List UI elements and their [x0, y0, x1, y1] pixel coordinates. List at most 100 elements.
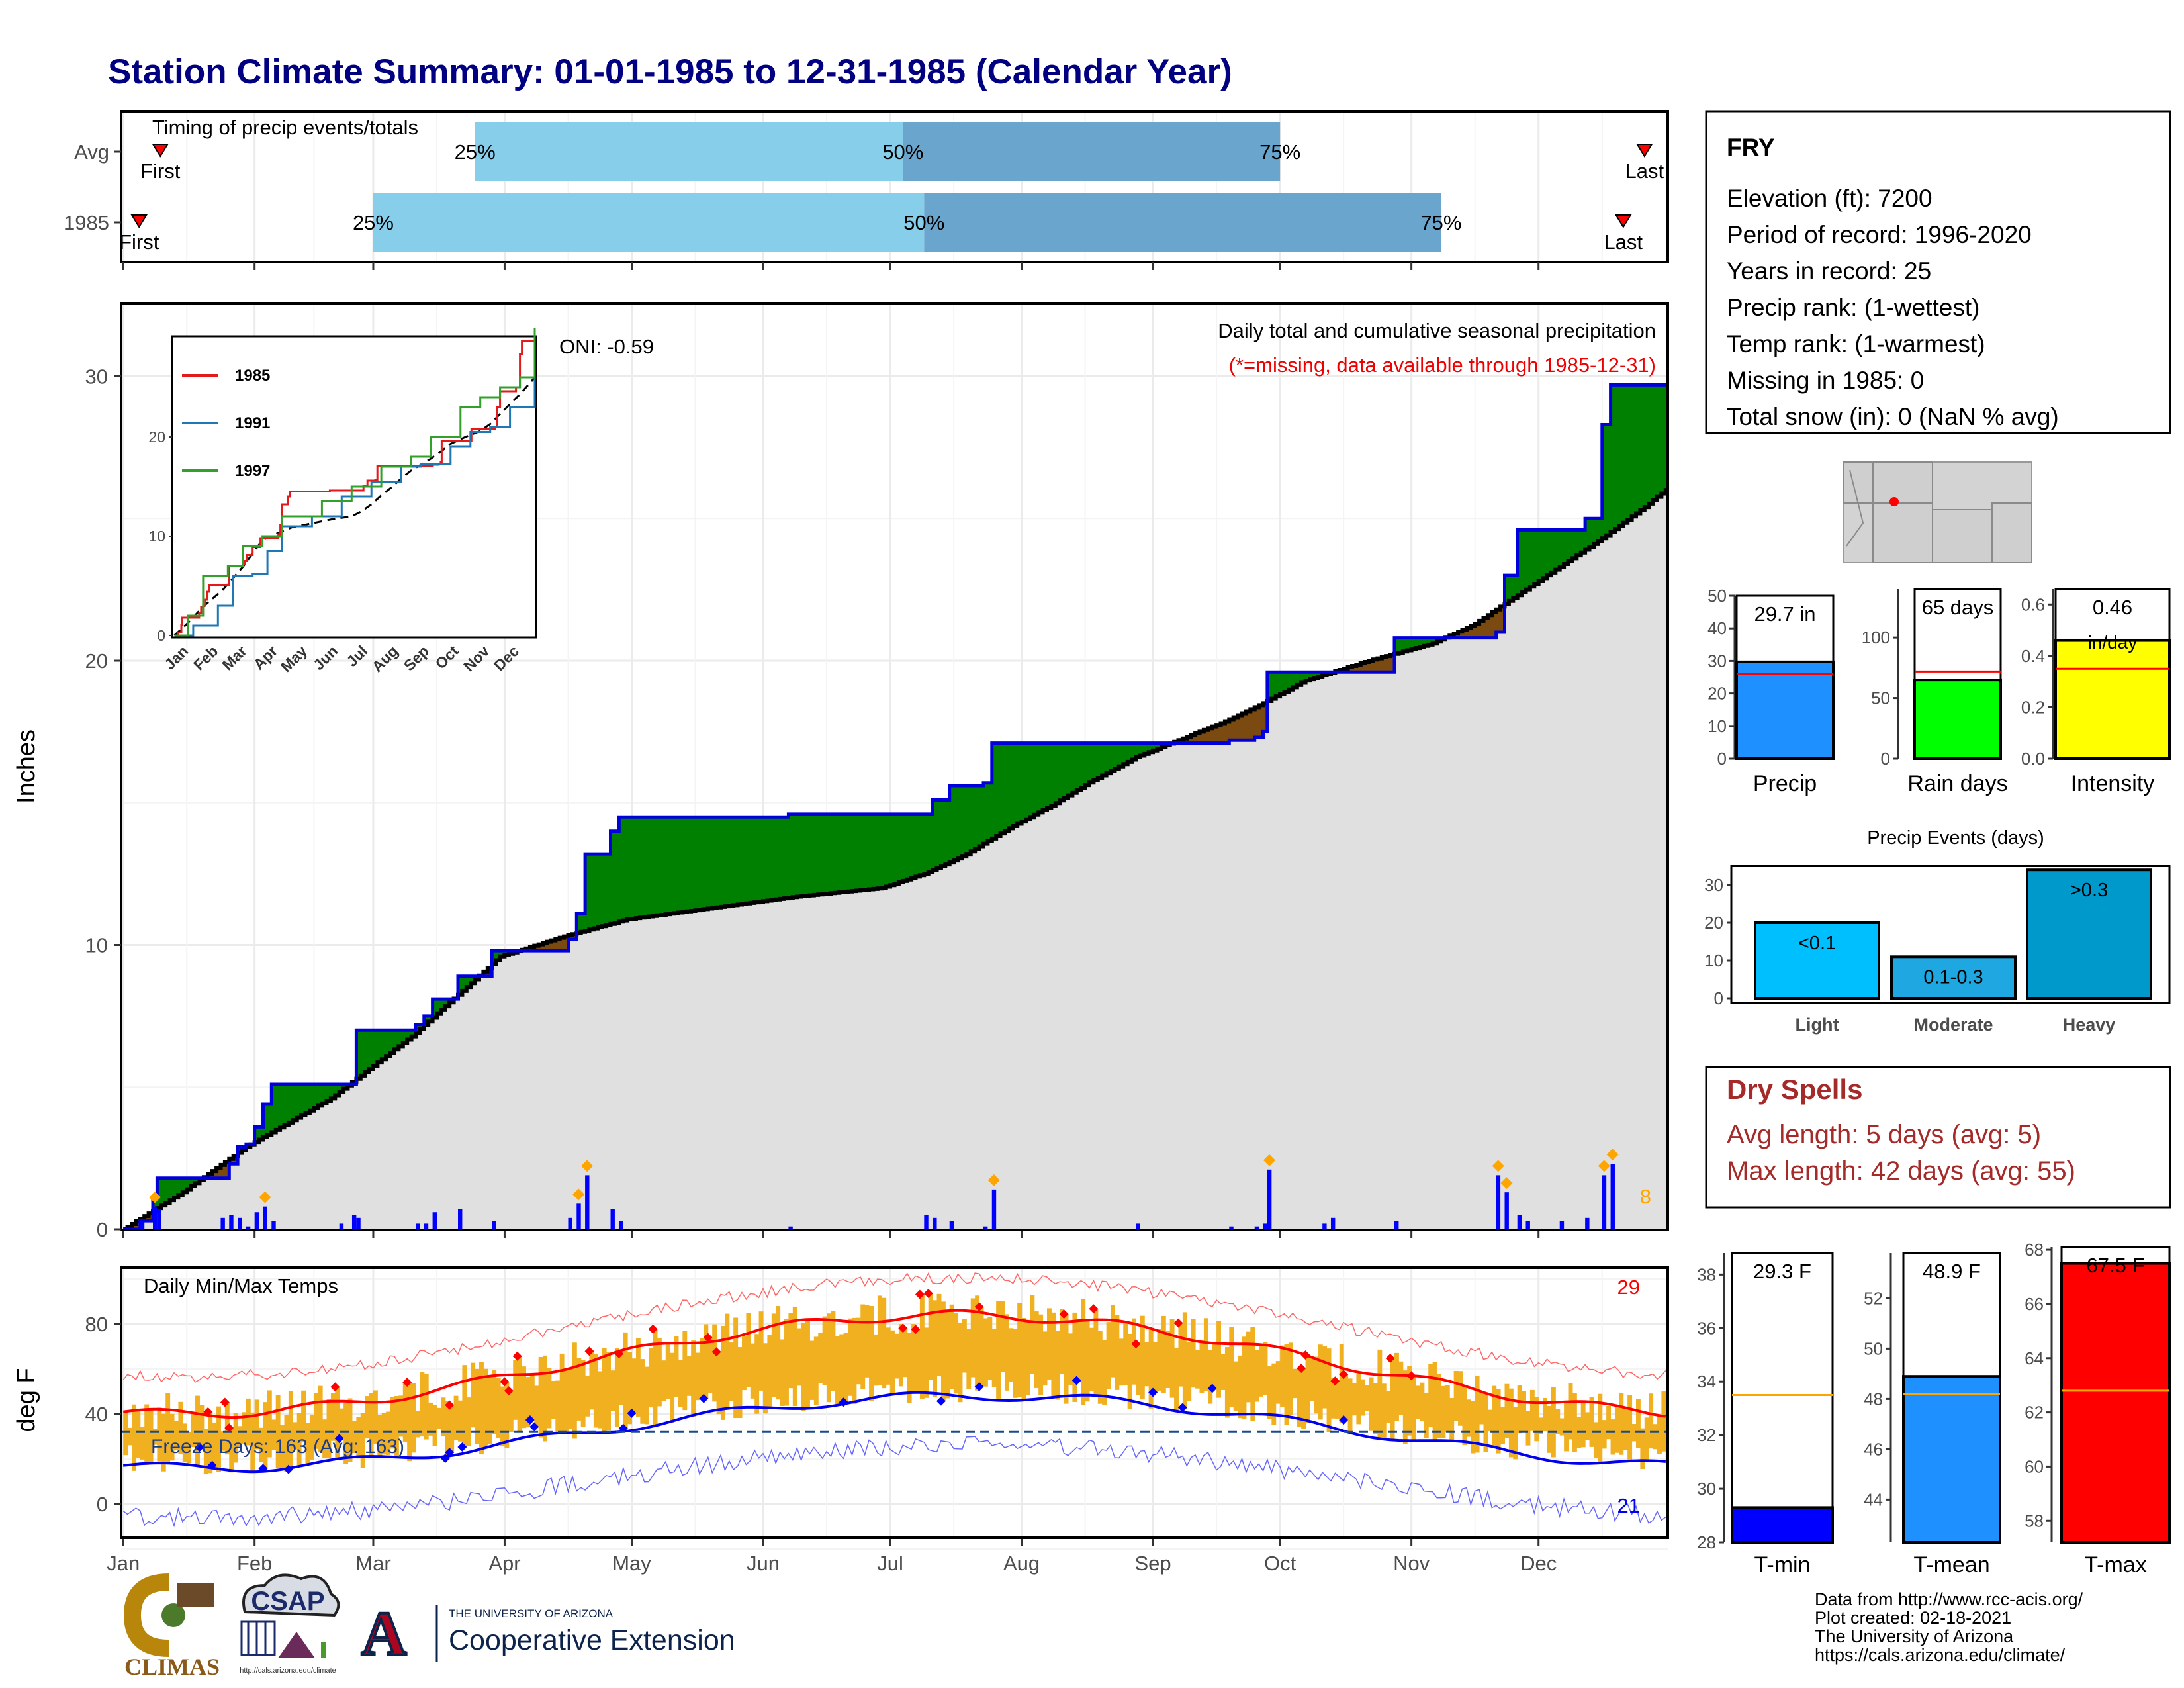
surplus-strip [877, 814, 882, 889]
daily-temp-bar [203, 1429, 208, 1474]
temperature-panel: 0 40 80 Daily Min/Max Temps deg F Freeze D… [13, 1266, 1669, 1575]
event-bar-heavy [2026, 868, 2152, 1000]
summary-tick: 0.4 [2021, 646, 2045, 666]
temp-value-text: 67.5 F [2087, 1254, 2145, 1277]
daily-temp-bar [1127, 1333, 1132, 1409]
deficit-strip [1199, 731, 1205, 743]
daily-temp-bar [356, 1417, 361, 1459]
daily-temp-bar [1529, 1389, 1535, 1431]
summary-chart-precip: 0 10 20 30 40 50 29.7 in Precip [1707, 586, 1835, 796]
daily-temp-bar [305, 1423, 310, 1466]
deficit-strip [1483, 618, 1488, 638]
daily-temp-bar [280, 1425, 285, 1468]
inset-y-tick: 20 [148, 428, 165, 445]
heavy-precip-marker [581, 1160, 594, 1172]
surplus-strip [377, 1030, 383, 1063]
daily-temp-bar [674, 1336, 679, 1397]
daily-temp-bar [1004, 1314, 1009, 1391]
deficit-strip [148, 1213, 154, 1221]
events-tick: 20 [1704, 913, 1723, 933]
daily-temp-bar [1301, 1368, 1306, 1429]
surplus-strip [809, 814, 815, 896]
surplus-strip [1034, 743, 1039, 815]
surplus-strip [898, 814, 903, 883]
surplus-strip [720, 817, 725, 907]
deficit-strip [487, 968, 492, 976]
daily-temp-bar [437, 1407, 441, 1429]
daily-temp-bar [1140, 1315, 1145, 1400]
daily-temp-bar [1280, 1345, 1285, 1407]
record-high-marker [1339, 1370, 1349, 1380]
surplus-strip [678, 817, 683, 913]
daily-temp-bar [661, 1360, 666, 1401]
surplus-strip [360, 1030, 365, 1076]
timing-last-marker [1614, 214, 1632, 228]
daily-temp-bar [733, 1317, 739, 1419]
daily-temp-bar [792, 1307, 797, 1407]
surplus-strip [1614, 385, 1619, 530]
surplus-strip [716, 817, 721, 908]
daily-temp-bar [1640, 1428, 1645, 1469]
daily-temp-bar [606, 1352, 612, 1431]
timing-first-marker [130, 214, 148, 228]
daily-temp-bar [301, 1390, 306, 1442]
daily-temp-bar [144, 1404, 150, 1465]
deficit-strip [136, 1221, 141, 1229]
surplus-strip [924, 814, 929, 874]
daily-precip-bar [140, 1221, 145, 1229]
surplus-strip [695, 817, 700, 911]
deficit-strip [233, 1156, 238, 1164]
temp-chart-tick: 52 [1864, 1288, 1883, 1308]
daily-temp-bar [860, 1304, 866, 1390]
daily-temp-bar [767, 1335, 772, 1409]
daily-temp-bar [1322, 1346, 1328, 1409]
timing-first-label: First [140, 160, 181, 183]
deficit-strip [1220, 723, 1226, 743]
daily-temp-bar [801, 1323, 806, 1411]
station-info-line: Total snow (in): 0 (NaN % avg) [1727, 403, 2059, 430]
daily-precip-bar [1322, 1223, 1327, 1229]
surplus-strip [161, 1178, 166, 1206]
daily-temp-bar [1496, 1389, 1501, 1454]
surplus-strip [827, 814, 832, 894]
daily-temp-bar [1106, 1322, 1111, 1389]
daily-temp-bar [695, 1352, 700, 1401]
surplus-strip [1284, 672, 1289, 692]
surplus-strip [758, 817, 764, 902]
surplus-strip [1398, 637, 1404, 653]
daily-precip-bar [788, 1226, 793, 1229]
deficit-strip [564, 936, 569, 951]
daily-temp-bar [351, 1421, 357, 1454]
surplus-strip [958, 785, 963, 859]
daily-precip-bar [238, 1217, 242, 1229]
daily-precip-bar [1517, 1215, 1522, 1229]
surplus-strip [1420, 637, 1425, 647]
record-low-marker [1071, 1376, 1081, 1385]
daily-temp-bar [322, 1419, 328, 1459]
daily-temp-bar [1254, 1349, 1259, 1402]
record-low-marker [1177, 1403, 1187, 1413]
surplus-strip [458, 976, 463, 995]
record-low-marker [457, 1442, 467, 1452]
deficit-strip [1360, 663, 1365, 673]
deficit-strip [132, 1224, 137, 1229]
daily-temp-bar [1525, 1410, 1531, 1446]
surplus-strip [1424, 637, 1429, 646]
daily-temp-bar [907, 1333, 912, 1403]
daily-temp-bar [805, 1318, 810, 1409]
surplus-strip [792, 814, 797, 898]
daily-temp-bar [864, 1305, 870, 1378]
surplus-strip [940, 800, 946, 867]
surplus-strip [1543, 530, 1548, 579]
surplus-strip [1275, 672, 1281, 697]
summary-value-text: 65 days [1922, 596, 1994, 619]
daily-temp-bar [288, 1391, 293, 1470]
surplus-strip [737, 817, 743, 905]
daily-temp-bar [1593, 1422, 1598, 1458]
temp-chart-tick: 64 [2025, 1348, 2044, 1368]
surplus-strip [1267, 672, 1272, 701]
station-info-line: Years in record: 25 [1727, 258, 1931, 285]
temp-value-bar [2060, 1262, 2171, 1544]
surplus-strip [649, 817, 654, 917]
daily-temp-bar [619, 1353, 624, 1405]
